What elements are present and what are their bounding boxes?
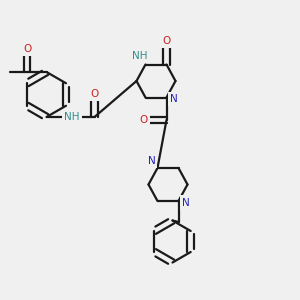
Text: N: N xyxy=(182,197,190,208)
Text: NH: NH xyxy=(132,51,148,61)
Text: N: N xyxy=(148,156,155,167)
Text: O: O xyxy=(162,36,171,46)
Text: NH: NH xyxy=(64,112,80,122)
Text: N: N xyxy=(170,94,178,104)
Text: O: O xyxy=(139,115,148,125)
Text: O: O xyxy=(23,44,31,54)
Text: O: O xyxy=(90,89,99,99)
